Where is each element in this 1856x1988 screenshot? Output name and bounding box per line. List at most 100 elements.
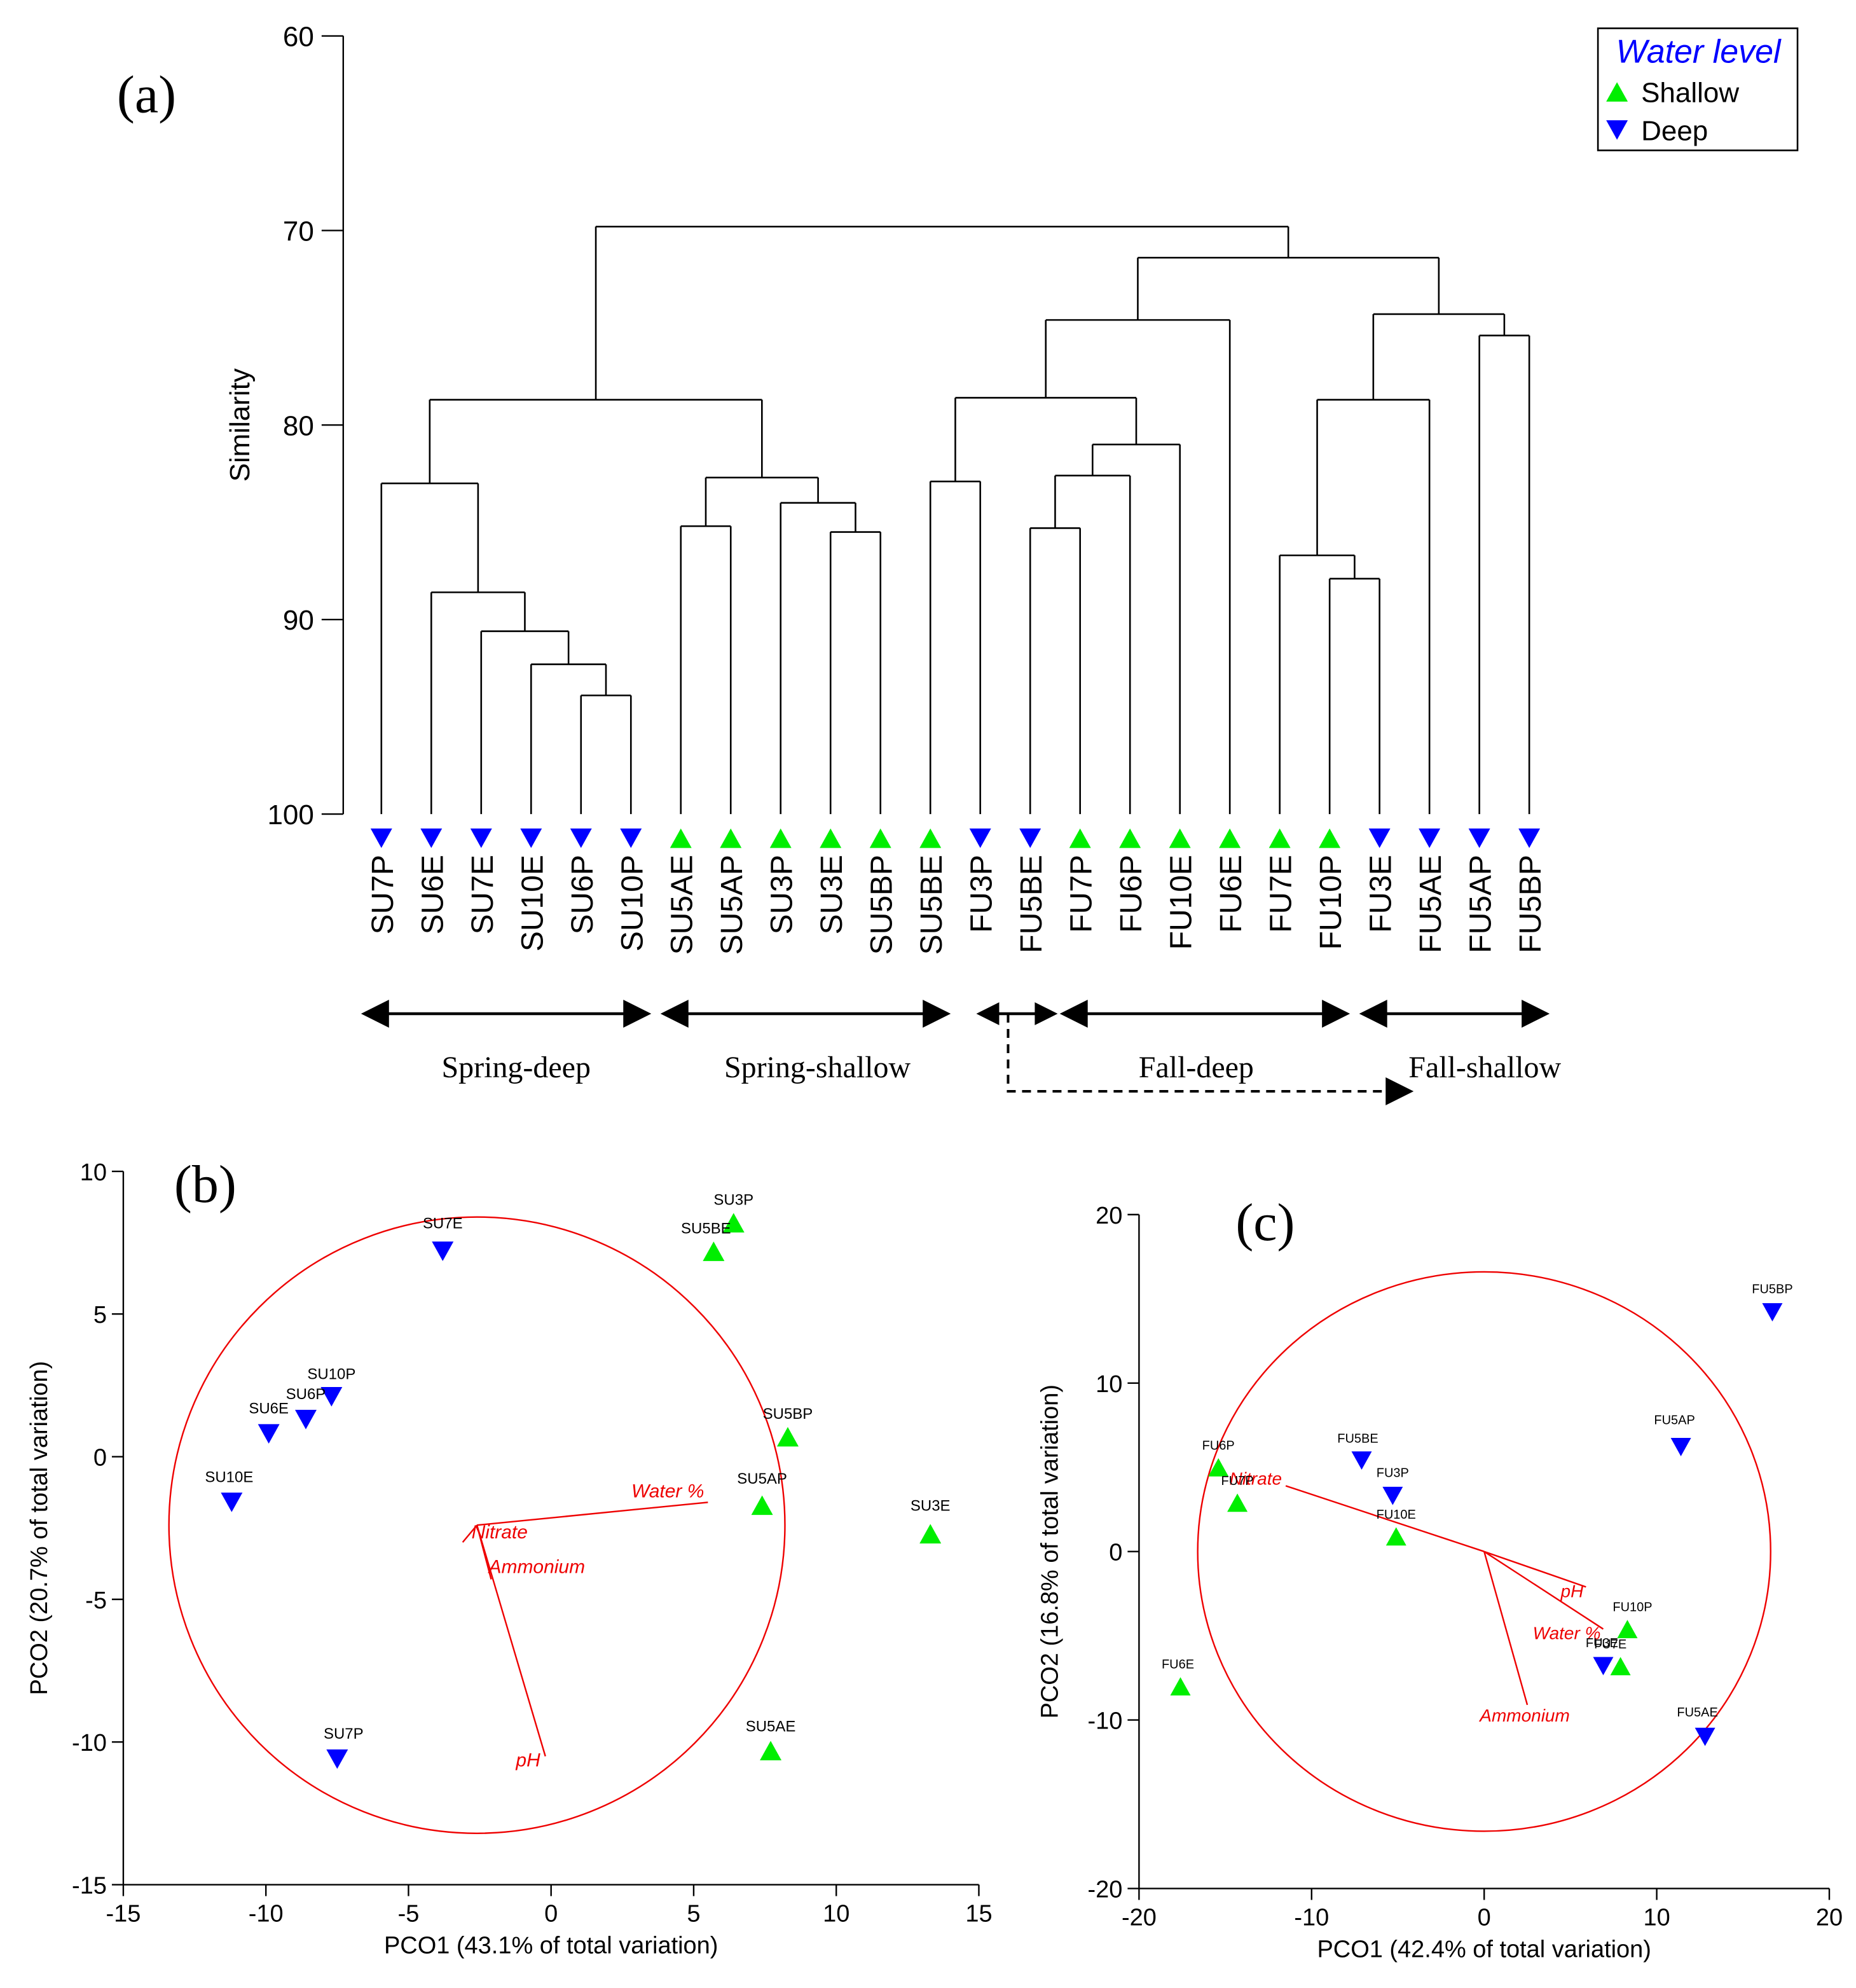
y-tick-label: 80 xyxy=(283,410,314,441)
leaf-label: FU5AE xyxy=(1414,855,1448,953)
point-marker-fu5be xyxy=(1351,1451,1372,1470)
leaf-marker-fu10e xyxy=(1169,828,1191,848)
leaf-marker-su5be xyxy=(919,828,942,848)
x-tick-label: 0 xyxy=(544,1901,558,1928)
y-tick-label: 10 xyxy=(1096,1371,1122,1398)
group-label: Spring-shallow xyxy=(724,1051,911,1084)
point-marker-fu5ae xyxy=(1694,1727,1715,1746)
leaf-marker-su10e xyxy=(520,828,542,848)
leaf-marker-su5bp xyxy=(869,828,891,848)
point-label: SU5BP xyxy=(763,1405,813,1423)
point-marker-su6e xyxy=(258,1424,280,1444)
x-tick-label: 15 xyxy=(965,1901,992,1928)
point-marker-fu5ap xyxy=(1670,1438,1691,1456)
point-label: SU6E xyxy=(249,1400,289,1418)
dendrogram-panel: (a) 60 70 80 90 100 Similarity SU7P SU6E SU7E SU10… xyxy=(117,22,1799,1105)
leaf-marker-fu3e xyxy=(1368,828,1391,848)
point-label: FU3P xyxy=(1377,1466,1409,1480)
leaf-label: FU5BE xyxy=(1015,855,1048,953)
y-tick-label: 0 xyxy=(1109,1540,1122,1566)
group-label: Spring-deep xyxy=(441,1051,590,1084)
legend-marker-deep xyxy=(1606,120,1628,140)
x-tick-label: 5 xyxy=(687,1901,700,1928)
group-arrow-left xyxy=(361,999,389,1028)
dashed-link xyxy=(1007,1013,1386,1093)
point-marker-su7p xyxy=(326,1749,348,1769)
vector-line xyxy=(476,1524,546,1757)
x-tick-label: -10 xyxy=(1294,1904,1329,1931)
vector-label: Water % xyxy=(631,1481,704,1501)
y-tick-label: 70 xyxy=(283,216,314,247)
point-marker-fu6p xyxy=(1208,1458,1229,1477)
group-label: Fall-deep xyxy=(1139,1051,1254,1084)
leaf-label: SU3P xyxy=(766,855,799,934)
point-marker-su10p xyxy=(320,1387,343,1407)
point-marker-fu10p xyxy=(1617,1620,1638,1638)
point-marker-su6p xyxy=(294,1409,317,1430)
leaf-label: SU5AP xyxy=(715,855,749,955)
point-marker-fu10e xyxy=(1385,1527,1406,1546)
legend: Water level Shallow Deep xyxy=(1597,27,1799,151)
y-tick-label: -10 xyxy=(72,1730,107,1757)
x-tick-label: -20 xyxy=(1122,1904,1157,1931)
leaf-marker-su3e xyxy=(820,828,842,848)
y-tick-label: 100 xyxy=(267,799,313,831)
point-label: SU5AP xyxy=(737,1470,787,1488)
point-marker-su7e xyxy=(432,1241,454,1261)
leaf-marker-fu5ap xyxy=(1468,828,1490,848)
leaf-label: SU7P xyxy=(366,855,400,934)
x-tick-label: -15 xyxy=(106,1901,141,1928)
y-axis-title: Similarity xyxy=(224,368,256,481)
point-marker-fu3e xyxy=(1593,1657,1614,1676)
leaf-marker-su5ap xyxy=(720,828,742,848)
point-label: FU5AP xyxy=(1654,1413,1694,1427)
point-marker-fu5bp xyxy=(1762,1303,1783,1322)
dashed-link-arrow xyxy=(1385,1077,1414,1105)
y-tick-label: 60 xyxy=(283,22,314,53)
leaf-marker-fu7p xyxy=(1069,828,1091,848)
point-label: SU7E xyxy=(423,1215,463,1232)
vector-label: Ammonium xyxy=(1478,1706,1570,1725)
point-label: SU10E xyxy=(205,1468,253,1486)
point-marker-su3p xyxy=(722,1213,745,1232)
leaf-marker-su5ae xyxy=(670,828,692,848)
correlation-circle xyxy=(1197,1271,1771,1832)
legend-item-label: Deep xyxy=(1641,115,1708,146)
point-marker-su3e xyxy=(919,1524,942,1543)
y-tick-label: 5 xyxy=(93,1302,107,1329)
y-axis-title: PCO2 (20.7% of total variation) xyxy=(26,1361,53,1695)
leaf-label: FU6P xyxy=(1115,855,1148,933)
point-marker-su5be xyxy=(703,1241,725,1261)
point-label: FU6P xyxy=(1202,1439,1235,1453)
y-tick-label: -15 xyxy=(72,1873,107,1900)
pco-plot-spring: (b) -15 -10 -5 0 5 10 15 10 5 0 -5 -10 -15 PCO1 (43.1%… xyxy=(26,1155,993,1959)
legend-title: Water level xyxy=(1616,34,1782,71)
leaf-label: FU10P xyxy=(1314,855,1348,949)
x-tick-label: 10 xyxy=(1643,1904,1670,1931)
leaf-label: SU5BE xyxy=(915,855,949,955)
vector-line xyxy=(462,1524,478,1543)
x-tick-label: -5 xyxy=(398,1901,420,1928)
group-label: Fall-shallow xyxy=(1408,1051,1561,1084)
leaf-label: SU7E xyxy=(466,855,500,934)
point-label: FU7P xyxy=(1221,1474,1254,1488)
leaf-label: FU7E xyxy=(1265,855,1298,933)
leaf-marker-fu7e xyxy=(1268,828,1291,848)
leaf-marker-fu6p xyxy=(1119,828,1141,848)
leaf-label: SU6P xyxy=(566,855,600,934)
vector-line xyxy=(1483,1551,1529,1706)
leaf-label: SU10P xyxy=(615,855,649,951)
leaf-label: SU3E xyxy=(815,855,849,934)
correlation-circle xyxy=(168,1216,786,1834)
pco-plot-fall: (c) -20 -10 0 10 20 20 10 0 -10 -20 PCO1 (42.4% of … xyxy=(1036,1193,1843,1963)
leaf-label: FU3E xyxy=(1365,855,1398,933)
vector-line xyxy=(1483,1550,1604,1630)
point-marker-su5ae xyxy=(760,1741,782,1760)
point-marker-su5bp xyxy=(776,1426,799,1447)
leaf-label: FU3P xyxy=(965,855,999,933)
point-marker-fu3p xyxy=(1382,1486,1403,1505)
leaf-label: FU6E xyxy=(1214,855,1248,933)
link-arrow-right xyxy=(1035,1002,1058,1025)
point-marker-fu7e xyxy=(1610,1657,1631,1676)
x-axis-title: PCO1 (43.1% of total variation) xyxy=(384,1932,718,1959)
